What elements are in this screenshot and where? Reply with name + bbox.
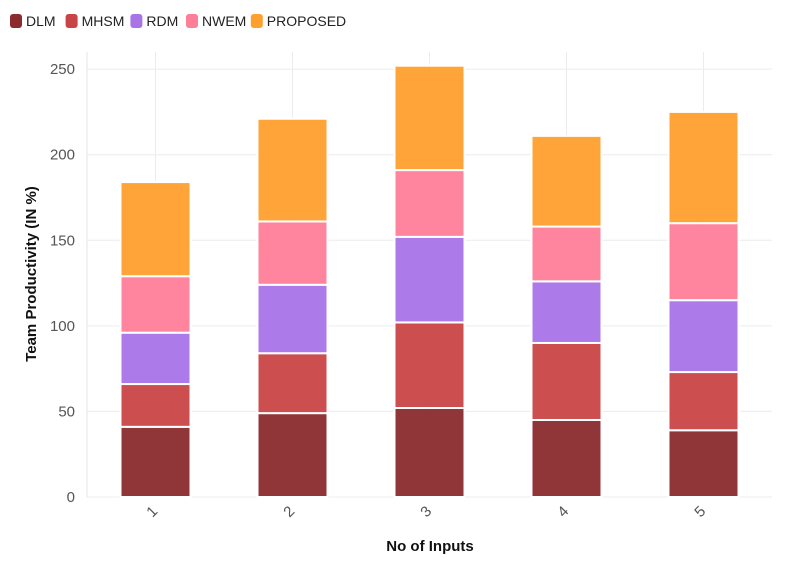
x-axis-title: No of Inputs	[386, 538, 473, 555]
legend-label: RDM	[146, 13, 178, 29]
x-tick-label: 2	[280, 503, 298, 521]
bar-segment-mhsm[interactable]	[530, 341, 603, 421]
bar-segment-dlm[interactable]	[393, 407, 466, 498]
bar-segment-mhsm[interactable]	[119, 383, 192, 428]
bar-segment-nwem[interactable]	[530, 225, 603, 283]
bar-segment-dlm[interactable]	[530, 418, 603, 499]
y-axis-ticks: 0 50 100 150 200 250	[50, 61, 75, 506]
bar-segment-dlm[interactable]	[256, 412, 329, 498]
y-tick-label: 200	[50, 147, 75, 164]
y-tick-label: 50	[58, 403, 75, 420]
bar-segment-rdm[interactable]	[393, 235, 466, 324]
bar-stack	[256, 117, 329, 498]
legend-swatch	[250, 14, 263, 28]
bar-segment-dlm[interactable]	[667, 429, 740, 498]
bar-segment-proposed[interactable]	[119, 181, 192, 278]
bar-segment-rdm[interactable]	[256, 283, 329, 355]
legend-swatch	[10, 14, 22, 28]
legend-item-mhsm[interactable]: MHSM	[65, 13, 125, 29]
legend-item-nwem[interactable]: NWEM	[186, 13, 246, 29]
bar-segment-proposed[interactable]	[393, 64, 466, 172]
legend-item-dlm[interactable]: DLM	[10, 13, 56, 29]
x-tick-label: 3	[417, 503, 435, 521]
y-tick-label: 150	[50, 232, 75, 249]
bar-segment-proposed[interactable]	[667, 110, 740, 225]
bar-stack	[667, 110, 740, 498]
bar-segment-dlm[interactable]	[119, 425, 192, 499]
x-axis-ticks: 1 2 3 4 5	[143, 503, 709, 521]
bar-segment-rdm[interactable]	[119, 331, 192, 386]
legend-swatch	[65, 14, 78, 28]
bars	[119, 64, 740, 499]
bar-stack	[530, 134, 603, 499]
legend-item-proposed[interactable]: PROPOSED	[250, 13, 346, 29]
y-axis-title: Team Productivity (IN %)	[23, 186, 40, 362]
legend-label: DLM	[26, 13, 56, 29]
x-tick-label: 5	[691, 503, 709, 521]
bar-segment-proposed[interactable]	[256, 117, 329, 223]
y-tick-label: 0	[67, 489, 75, 506]
legend-swatch	[130, 14, 143, 28]
bar-segment-proposed[interactable]	[530, 134, 603, 228]
bar-stack	[119, 181, 192, 499]
bar-stack	[393, 64, 466, 498]
bar-segment-nwem[interactable]	[667, 222, 740, 302]
bar-segment-nwem[interactable]	[119, 275, 192, 334]
bar-segment-mhsm[interactable]	[667, 371, 740, 432]
legend-label: MHSM	[82, 13, 125, 29]
bar-segment-rdm[interactable]	[530, 280, 603, 344]
y-tick-label: 250	[50, 61, 75, 78]
bar-segment-nwem[interactable]	[256, 220, 329, 286]
legend-label: NWEM	[202, 13, 246, 29]
bar-segment-mhsm[interactable]	[393, 321, 466, 409]
x-tick-label: 4	[554, 503, 572, 521]
legend[interactable]: DLM MHSM RDM NWEM PROPOSED	[10, 13, 346, 29]
x-tick-label: 1	[143, 503, 161, 521]
legend-item-rdm[interactable]: RDM	[130, 13, 178, 29]
y-tick-label: 100	[50, 318, 75, 335]
legend-swatch	[186, 14, 198, 28]
bar-segment-rdm[interactable]	[667, 299, 740, 374]
bar-segment-nwem[interactable]	[393, 169, 466, 238]
bar-segment-mhsm[interactable]	[256, 352, 329, 415]
legend-label: PROPOSED	[267, 13, 346, 29]
